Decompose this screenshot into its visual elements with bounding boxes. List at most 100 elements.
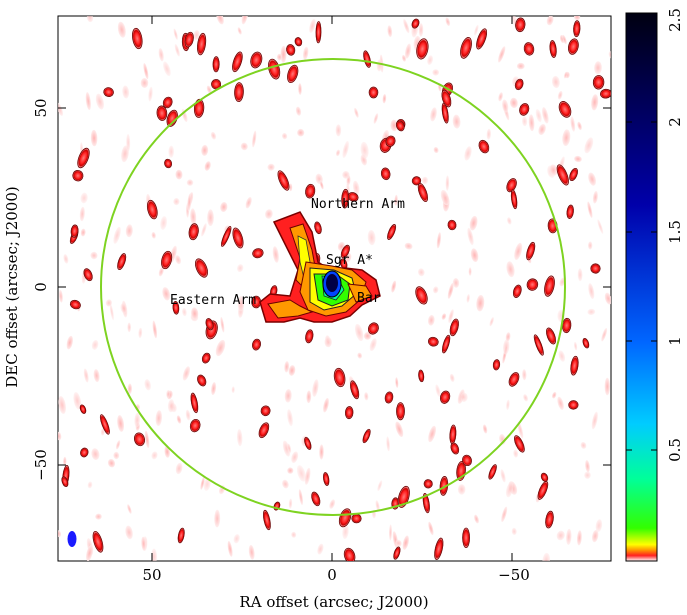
noise-speckle [580,441,587,449]
noise-speckle [574,155,582,163]
noise-blob [411,176,422,186]
noise-speckle [468,267,472,276]
noise-blob [232,227,244,249]
noise-blob [523,42,535,56]
noise-speckle [573,341,578,351]
noise-speckle [433,146,439,154]
noise-blob [323,472,330,486]
noise-blob [343,547,356,561]
noise-speckle [288,498,293,509]
noise-speckle [296,465,306,482]
noise-speckle [86,16,94,23]
noise-speckle [576,530,582,546]
noise-speckle [513,449,519,458]
noise-speckle [113,226,121,244]
noise-speckle [558,350,566,362]
noise-speckle [122,85,130,99]
noise-speckle [144,379,151,391]
noise-speckle [287,467,294,474]
noise-blob [362,428,371,444]
noise-speckle [542,552,551,561]
noise-speckle [143,63,149,80]
noise-speckle [291,531,297,538]
noise-speckle [173,28,178,40]
noise-speckle [551,75,560,89]
noise-blob [441,89,452,108]
noise-speckle [404,43,412,59]
noise-blob [72,170,84,182]
noise-speckle [167,399,175,413]
noise-blob [262,509,271,531]
noise-speckle [240,142,248,151]
noise-speckle [577,121,582,131]
noise-speckle [452,278,460,288]
x-tick-label: −50 [498,566,530,584]
noise-speckle [506,261,515,278]
noise-blob [172,301,180,315]
noise-speckle [390,119,398,132]
noise-blob [350,380,360,400]
noise-speckle [309,18,316,33]
noise-speckle [457,484,466,495]
noise-speckle [467,227,474,246]
noise-speckle [175,255,182,265]
noise-speckle [608,51,611,59]
noise-speckle [452,114,461,129]
noise-blob [488,464,497,480]
noise-speckle [201,144,209,156]
noise-speckle [382,94,387,104]
x-tick-label: 0 [327,566,337,584]
noise-speckle [125,525,133,540]
noise-speckle [66,335,73,350]
noise-speckle [604,377,610,396]
sgr-a-core-dark [326,274,338,292]
noise-speckle [541,107,549,124]
noise-speckle [391,280,397,293]
noise-speckle [395,539,402,547]
noise-blob [411,18,420,29]
noise-blob [79,404,87,414]
noise-speckle [109,303,114,321]
noise-speckle [367,230,376,246]
noise-speckle [432,286,439,294]
noise-speckle [207,209,214,226]
noise-speckle [430,107,437,122]
noise-speckle [587,308,596,316]
colorbar-ticks [626,12,657,451]
noise-speckle [201,223,207,237]
noise-speckle [509,97,518,109]
noise-blob [519,103,530,116]
noise-blob [184,31,194,48]
noise-speckle [297,128,305,137]
noise-blob [568,400,579,410]
noise-speckle [447,283,454,299]
noise-speckle [215,339,226,357]
noise-speckle [160,216,168,230]
noise-speckle [551,391,557,399]
noise-speckle [200,476,205,490]
noise-speckle [402,535,409,550]
noise-speckle [522,369,527,381]
noise-speckle [58,396,66,414]
noise-speckles [58,16,611,561]
noise-blob [526,278,539,291]
noise-speckle [377,480,383,492]
noise-speckle [117,415,125,432]
noise-speckle [489,317,494,327]
noise-speckle [503,339,510,355]
noise-speckle [63,254,69,264]
noise-blob [197,32,207,56]
noise-speckle [538,124,546,135]
noise-speckle [556,530,565,541]
noise-speckle [206,85,212,94]
noise-speckle [100,428,105,436]
noise-blob [252,248,264,259]
noise-speckle [304,467,311,485]
noise-speckle [95,513,102,520]
noise-speckle [91,339,99,350]
noise-speckle [470,248,479,263]
noise-speckle [566,528,572,545]
noise-speckle [151,548,158,561]
axis-ticks [58,16,611,561]
